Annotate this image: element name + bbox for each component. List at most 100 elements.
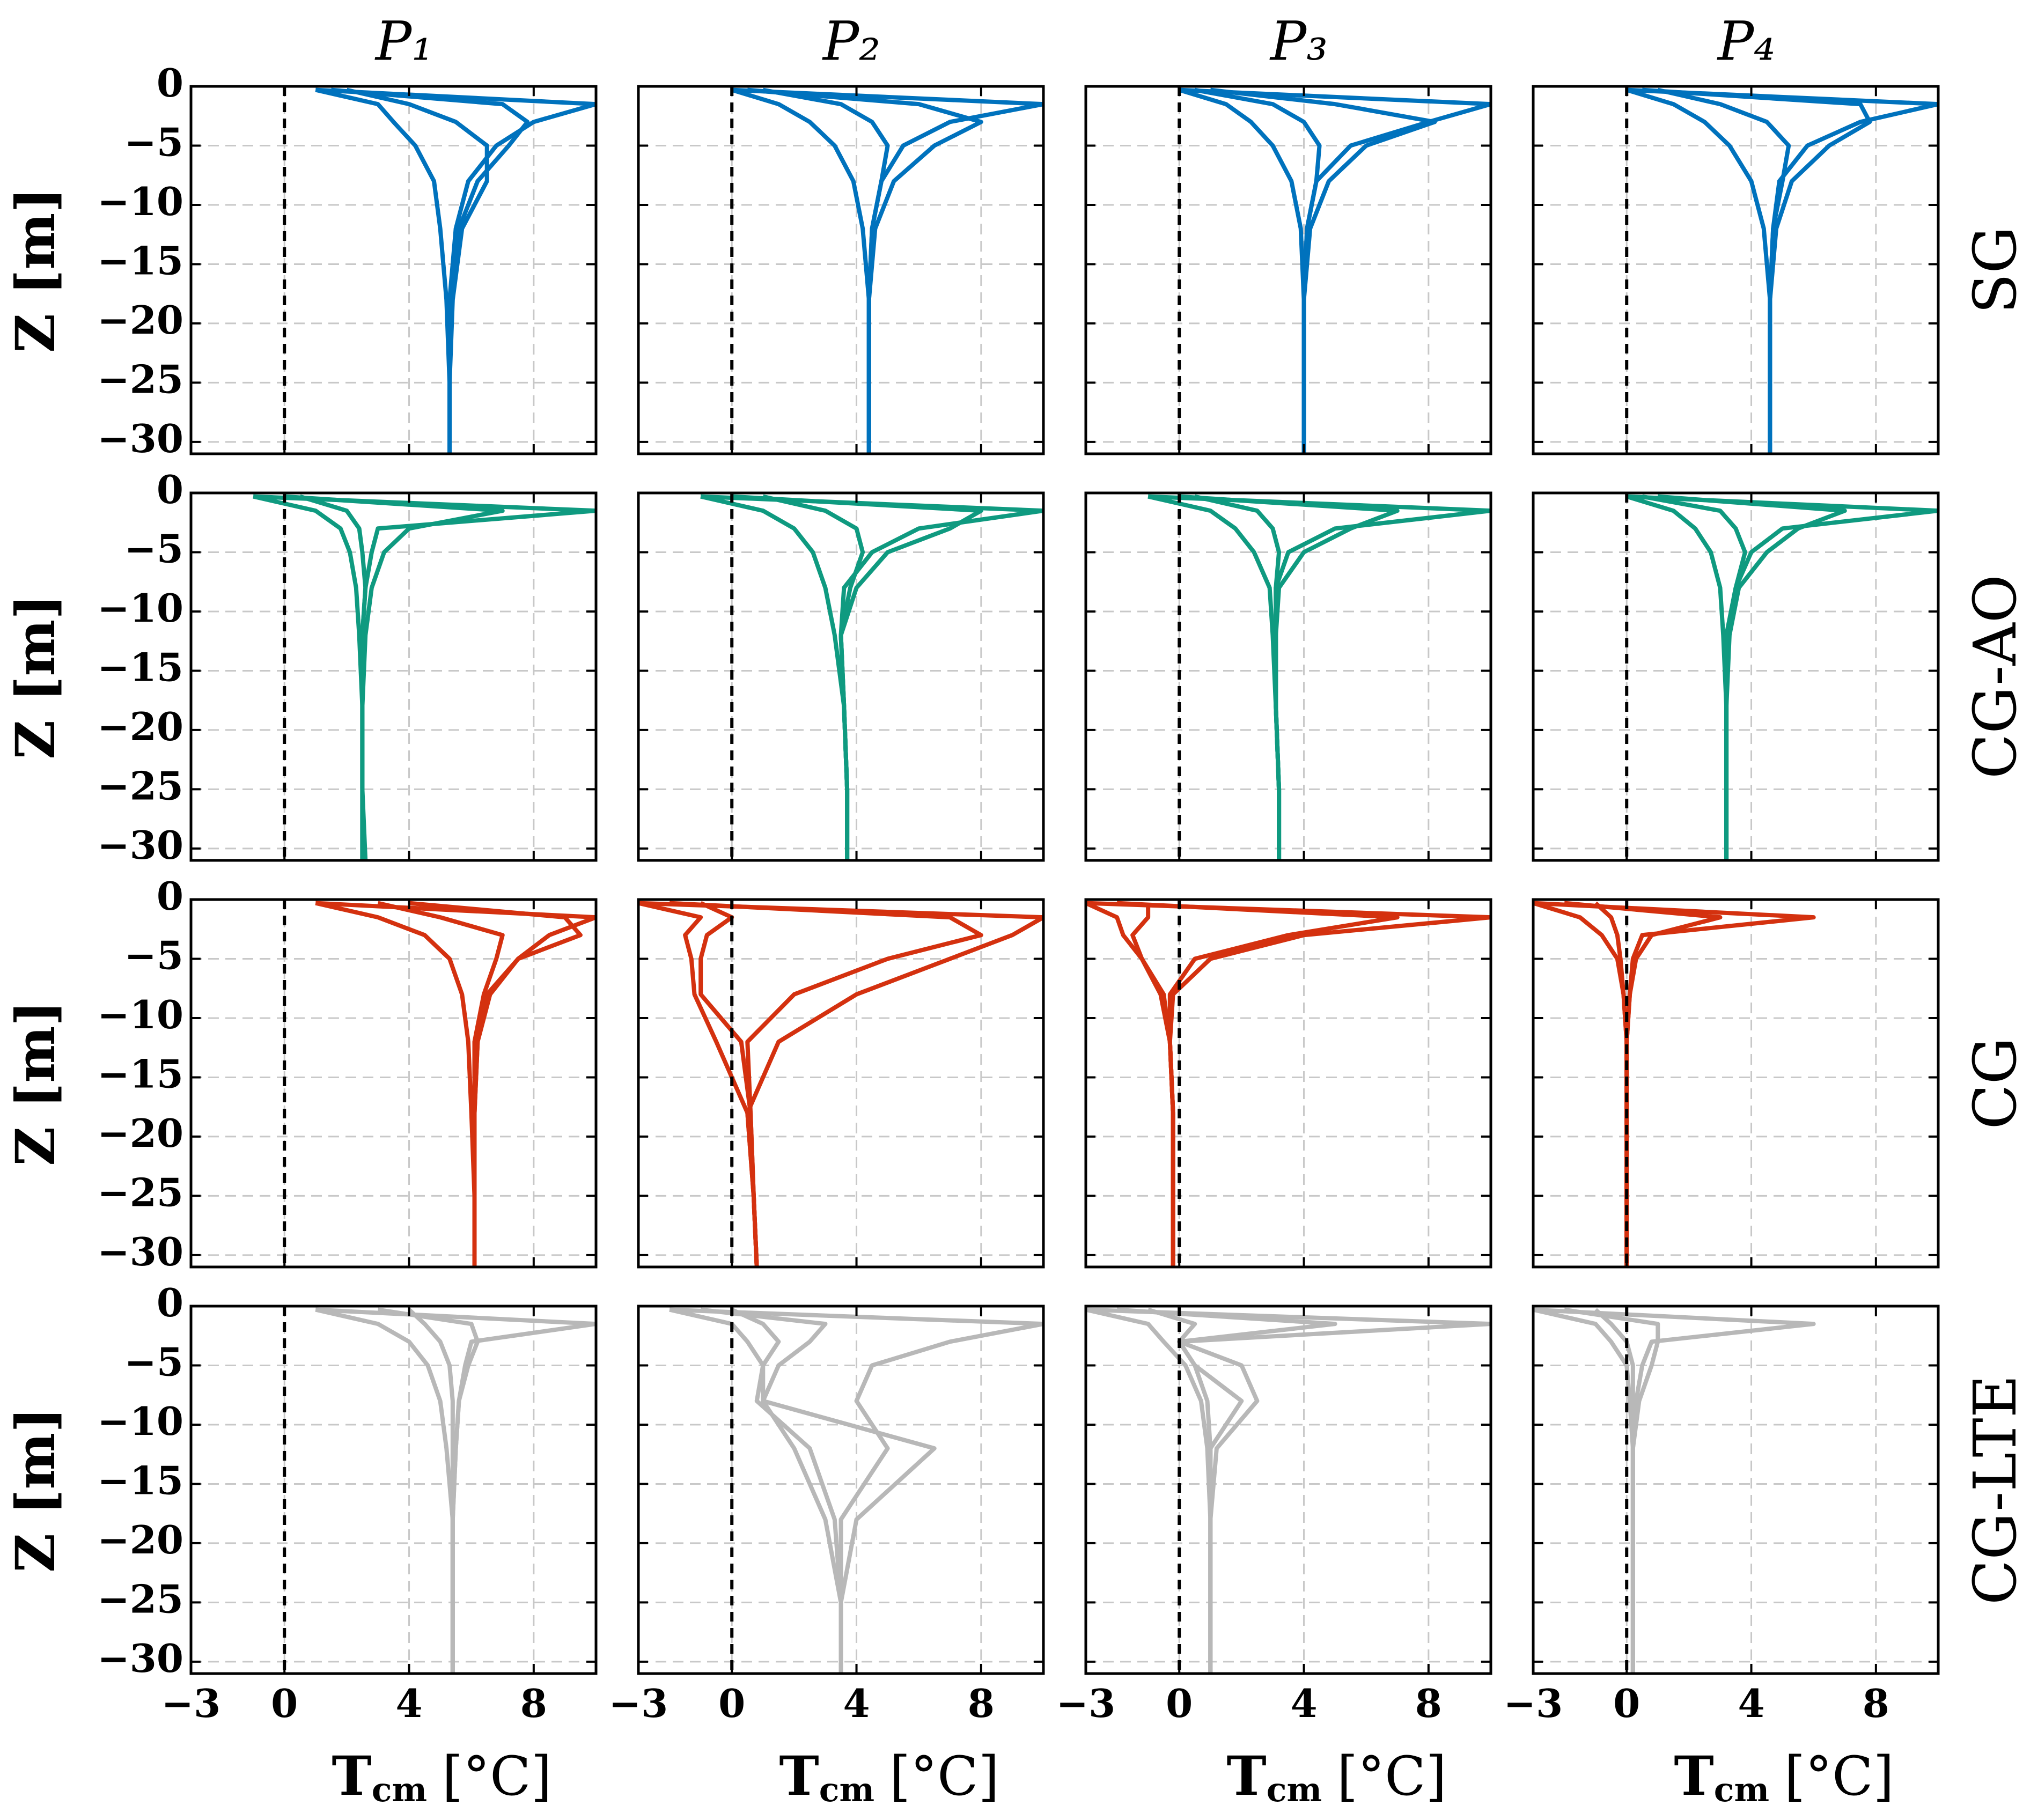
profile-line [669,1307,843,1674]
panel: 0 −5 −10 −15 −20 −25 −30 Z [m] [4,873,598,1274]
y-tick-label: −5 [124,932,183,978]
panel: −3 0 4 8 Tcm [°C] [1056,1305,1492,1809]
profile-line [1179,87,1306,454]
y-tick-label: −30 [97,1229,183,1274]
profile-line [1626,87,1772,454]
profile-line [669,901,983,1267]
panel: P₃ [1084,10,1492,455]
panel: −3 0 4 80−5−10−15−20−25−30Z [m]Tcm [°C] [4,1280,598,1809]
y-tick-label: 0 [157,1280,183,1325]
profile-line [315,901,477,1267]
lines [1626,494,1938,860]
y-tick-label: −20 [97,297,183,343]
y-axis-label: Z [m] [4,1407,67,1572]
y-tick-label: −25 [97,1576,183,1622]
profile-line [1116,901,1400,1267]
x-axis-label: Tcm [°C] [1226,1744,1446,1809]
profile-line [700,494,850,860]
profile-line [315,901,596,1267]
x-axis-label: Tcm [°C] [332,1744,551,1809]
axes-frame [637,491,1045,862]
profile-line [1086,1307,1491,1674]
lines [1533,901,1816,1267]
x-tick-label: 4 [843,1681,870,1726]
axes-frame [1084,1305,1492,1675]
y-tick-label: −30 [97,1635,183,1681]
x-axis-label: Tcm [°C] [779,1744,999,1809]
label-subscript: cm [372,1770,427,1809]
y-tick-label: −15 [97,644,183,690]
y-tick-label: −10 [97,992,183,1037]
axes-frame [1084,85,1492,455]
profile-line [1210,87,1437,454]
panel: 0 −5 −10 −15 −20 −25 −30 Z [m] [4,467,598,868]
y-tick-label: −5 [124,1339,183,1384]
y-tick-label: −10 [97,1398,183,1444]
y-tick-label: −25 [97,1169,183,1215]
profile-line [1626,494,1729,860]
x-tick-label: 4 [1738,1681,1764,1726]
x-tick-label: −3 [1056,1681,1115,1726]
lines [315,901,596,1267]
axes-frame [637,1305,1045,1675]
label-subscript: cm [819,1770,874,1809]
profile-line [1533,901,1816,1267]
profile-line [747,87,983,454]
lines [731,87,1043,454]
y-axis-label: Z [m] [4,1000,67,1166]
lines [669,1307,1043,1674]
lines [1626,87,1938,454]
x-tick-label: 0 [1166,1681,1193,1726]
profile-line [1564,901,1723,1267]
profile-line [1642,87,1872,454]
profile-line [1086,901,1175,1267]
profile-line [284,494,505,860]
profile-line [731,87,871,454]
x-tick-label: 8 [1863,1681,1889,1726]
profile-line [1116,1307,1337,1674]
profile-line [1627,87,1938,454]
y-tick-label: 0 [157,467,183,512]
x-tick-label: 4 [395,1681,422,1726]
label-symbol: T [332,1744,371,1808]
profile-line [407,1308,455,1674]
profile-line [700,494,1043,860]
panel: P₂ [637,10,1045,455]
column-title: P₄ [1717,10,1775,73]
panel [637,898,1045,1269]
lines [315,1307,596,1674]
lines [638,901,1043,1267]
y-tick-label: −5 [124,119,183,165]
panel [637,491,1045,862]
profile-line [253,494,368,860]
lines [253,494,596,860]
x-tick-label: −3 [609,1681,668,1726]
label-unit: [°C] [889,1745,999,1808]
column-title: P₁ [374,10,433,73]
y-tick-label: −20 [97,704,183,749]
profile-line [1533,1307,1635,1674]
profile-line [698,901,759,1267]
lines [1533,1307,1816,1674]
profile-line [700,1307,937,1674]
profile-line [315,87,452,454]
lines [1086,901,1491,1267]
panel [1084,491,1492,862]
y-tick-label: −20 [97,1110,183,1156]
y-tick-label: −5 [124,526,183,571]
row-label: CG-LTE [1961,1375,2023,1605]
label-symbol: T [779,1744,819,1808]
y-tick-label: −10 [97,585,183,631]
axes-frame [637,898,1045,1269]
x-tick-label: 0 [1613,1681,1640,1726]
axes-frame [189,898,598,1269]
profile-line [1086,1307,1213,1674]
label-unit: [°C] [442,1745,552,1808]
y-tick-label: −25 [97,763,183,808]
panel: 0 −5 −10 −15 −20 −25 −30 P₁ Z [m] [4,10,598,461]
axes-frame [189,491,598,862]
y-tick-label: −10 [97,179,183,224]
profile-line [253,494,596,860]
row-label: CG [1961,1037,2023,1129]
